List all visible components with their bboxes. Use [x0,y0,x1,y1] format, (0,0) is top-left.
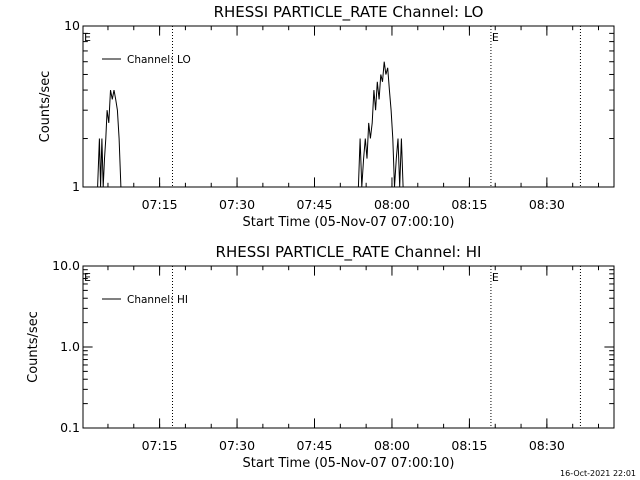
y-ticks: 0.1 1.0 10.0 [52,258,614,435]
x-ticks: 07:15 07:30 07:45 08:00 08:15 08:30 [107,26,600,212]
y-tick-label: 10.0 [52,258,80,273]
chart-title: RHESSI PARTICLE_RATE Channel: HI [216,243,482,262]
vertical-lines [172,266,581,428]
series-line [97,61,414,188]
y-tick-label: 0.1 [60,420,80,435]
event-marker-label: E [492,271,499,284]
y-tick-label: 1.0 [60,339,80,354]
x-tick-label: 07:45 [296,438,332,453]
x-tick-label: 07:15 [142,438,178,453]
panel-lo: RHESSI PARTICLE_RATE Channel: LO Start Ti… [38,3,615,230]
series-hi: Channel: HI [102,294,188,306]
x-axis-label: Start Time (05-Nov-07 07:00:10) [243,215,455,230]
event-marker-label: E [492,31,499,44]
series-lo: Channel: LO [97,54,414,188]
event-marker-label: E [84,271,91,284]
legend-label: Channel: LO [127,54,191,66]
footer-timestamp: 16-Oct-2021 22:01 [560,469,636,478]
x-ticks: 07:15 07:30 07:45 08:00 08:15 08:30 [107,266,600,453]
y-tick-label: 1 [72,179,80,194]
y-axis-label: Counts/sec [38,71,53,143]
y-axis-label: Counts/sec [26,311,41,383]
chart-title: RHESSI PARTICLE_RATE Channel: LO [214,3,484,22]
panels: RHESSI PARTICLE_RATE Channel: LO Start Ti… [26,3,615,471]
x-tick-label: 07:45 [296,197,332,212]
y-tick-label: 10 [64,18,80,33]
x-tick-label: 08:30 [529,438,565,453]
x-tick-label: 08:00 [374,197,410,212]
x-tick-label: 08:30 [529,197,565,212]
panel-hi: RHESSI PARTICLE_RATE Channel: HI Start Ti… [26,243,615,471]
plot-frame [82,25,615,188]
x-axis-label: Start Time (05-Nov-07 07:00:10) [243,456,455,471]
x-tick-label: 07:30 [219,438,255,453]
legend-label: Channel: HI [127,294,188,306]
x-tick-label: 07:15 [142,197,178,212]
x-tick-label: 08:15 [451,197,487,212]
x-tick-label: 08:15 [451,438,487,453]
y-ticks: 1 10 [64,18,614,194]
x-tick-label: 08:00 [374,438,410,453]
x-tick-label: 07:30 [219,197,255,212]
event-marker-label: E [84,31,91,44]
